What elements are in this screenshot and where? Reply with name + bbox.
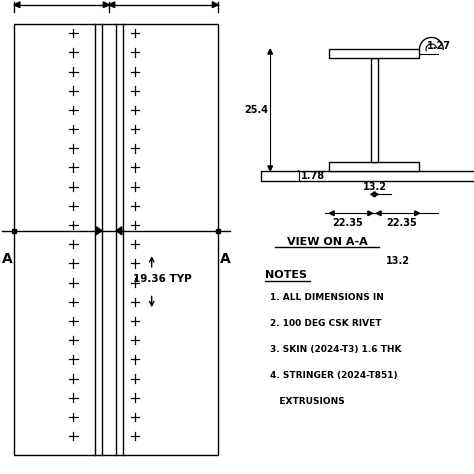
Polygon shape bbox=[371, 192, 375, 197]
Text: EXTRUSIONS: EXTRUSIONS bbox=[270, 397, 345, 406]
Polygon shape bbox=[374, 51, 378, 56]
Polygon shape bbox=[103, 2, 109, 8]
Text: A: A bbox=[220, 252, 230, 266]
Polygon shape bbox=[116, 227, 122, 235]
Bar bbox=[371, 58, 378, 162]
Bar bbox=[261, 171, 474, 181]
Polygon shape bbox=[268, 49, 273, 54]
Polygon shape bbox=[368, 211, 373, 216]
Bar bbox=[329, 162, 419, 171]
Text: 25.4: 25.4 bbox=[244, 105, 268, 115]
Bar bbox=[14, 24, 218, 455]
Polygon shape bbox=[296, 176, 301, 181]
Text: VIEW ON A-A: VIEW ON A-A bbox=[287, 237, 367, 247]
Polygon shape bbox=[96, 227, 102, 235]
Polygon shape bbox=[212, 2, 218, 8]
Polygon shape bbox=[268, 166, 273, 171]
Text: 3. SKIN (2024-T3) 1.6 THK: 3. SKIN (2024-T3) 1.6 THK bbox=[270, 345, 401, 354]
Bar bbox=[329, 49, 419, 58]
Polygon shape bbox=[371, 51, 375, 56]
Text: A: A bbox=[2, 252, 12, 266]
Text: 13.2: 13.2 bbox=[386, 256, 410, 266]
Text: 22.35: 22.35 bbox=[386, 218, 417, 228]
Polygon shape bbox=[374, 192, 378, 197]
Polygon shape bbox=[376, 211, 381, 216]
Polygon shape bbox=[415, 211, 419, 216]
Text: 2. 100 DEG CSK RIVET: 2. 100 DEG CSK RIVET bbox=[270, 319, 382, 328]
Polygon shape bbox=[296, 171, 301, 175]
Bar bbox=[12, 228, 16, 233]
Text: 1. ALL DIMENSIONS IN: 1. ALL DIMENSIONS IN bbox=[270, 293, 384, 302]
Polygon shape bbox=[329, 211, 334, 216]
Text: 19.36 TYP: 19.36 TYP bbox=[133, 274, 191, 284]
Text: 1.78: 1.78 bbox=[301, 171, 325, 181]
Text: 4. STRINGER (2024-T851): 4. STRINGER (2024-T851) bbox=[270, 371, 398, 380]
Text: NOTES: NOTES bbox=[265, 270, 308, 280]
Polygon shape bbox=[14, 2, 20, 8]
Text: 1.27: 1.27 bbox=[427, 41, 451, 51]
Bar bbox=[216, 228, 220, 233]
Text: 22.35: 22.35 bbox=[332, 218, 363, 228]
Polygon shape bbox=[109, 2, 115, 8]
Text: 13.2: 13.2 bbox=[363, 182, 386, 192]
